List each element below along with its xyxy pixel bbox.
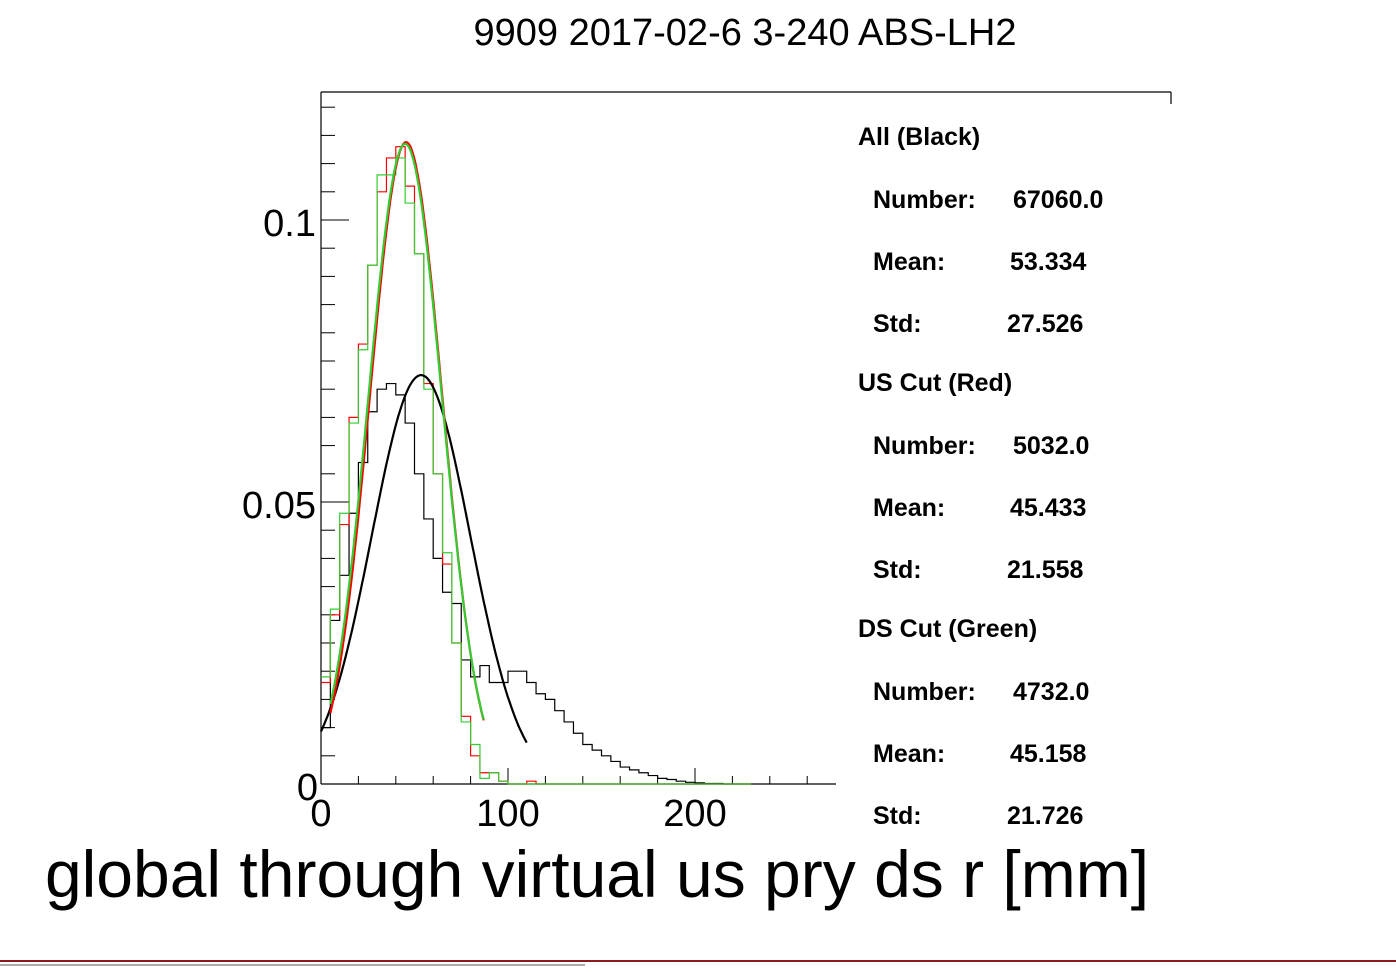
fit-layer: [319, 141, 528, 744]
stats-box-all: All (Black) Number: 67060.0 Mean: 53.334…: [858, 123, 1103, 338]
y-tick-label-0.05: 0.05: [242, 485, 316, 527]
y-tick-label-0.1: 0.1: [263, 203, 316, 245]
fit-curve-0: [319, 373, 528, 744]
series-layer: [321, 146, 752, 785]
histogram-series-0: [321, 382, 752, 785]
stats-std-value: 21.726: [1007, 802, 1083, 830]
histogram-series-2: [321, 157, 752, 785]
stats-box-us-cut: US Cut (Red) Number: 5032.0 Mean: 45.433…: [858, 369, 1089, 584]
stats-number-label: Number:: [873, 432, 976, 460]
fit-curve-2: [329, 142, 485, 720]
stats-std-value: 21.558: [1007, 556, 1084, 584]
stats-mean-label: Mean:: [873, 740, 945, 768]
stats-title-ds-cut: DS Cut (Green): [858, 615, 1037, 643]
y-tick-label-0: 0: [297, 767, 318, 809]
stats-mean-label: Mean:: [873, 248, 945, 276]
bottom-border: [0, 960, 1396, 966]
axis-ticks: [320, 106, 808, 785]
stats-number-value: 67060.0: [1013, 186, 1103, 214]
stats-number-label: Number:: [873, 678, 976, 706]
stats-mean-label: Mean:: [873, 494, 945, 522]
y-tick-labels: 0 0.05 0.1: [242, 203, 318, 809]
stats-number-value: 5032.0: [1013, 432, 1089, 460]
stats-mean-value: 53.334: [1010, 248, 1087, 276]
stats-number-label: Number:: [873, 186, 976, 214]
stats-std-label: Std:: [873, 310, 922, 338]
stats-mean-value: 45.158: [1010, 740, 1087, 768]
stats-number-value: 4732.0: [1013, 678, 1089, 706]
x-tick-label-0: 0: [310, 793, 331, 835]
x-tick-labels: 0 100 200: [310, 793, 726, 835]
x-tick-label-100: 100: [476, 793, 539, 835]
stats-mean-value: 45.433: [1010, 494, 1086, 522]
stats-title-all: All (Black): [858, 123, 980, 151]
x-axis-title: global through virtual us pry ds r [mm]: [45, 837, 1149, 911]
x-tick-label-200: 200: [663, 793, 726, 835]
stats-title-us-cut: US Cut (Red): [858, 369, 1012, 397]
stats-panel: All (Black) Number: 67060.0 Mean: 53.334…: [858, 123, 1103, 830]
stats-box-ds-cut: DS Cut (Green) Number: 4732.0 Mean: 45.1…: [858, 615, 1089, 830]
stats-std-value: 27.526: [1007, 310, 1083, 338]
chart-title: 9909 2017-02-6 3-240 ABS-LH2: [474, 12, 1017, 54]
stats-std-label: Std:: [873, 802, 922, 830]
stats-std-label: Std:: [873, 556, 922, 584]
